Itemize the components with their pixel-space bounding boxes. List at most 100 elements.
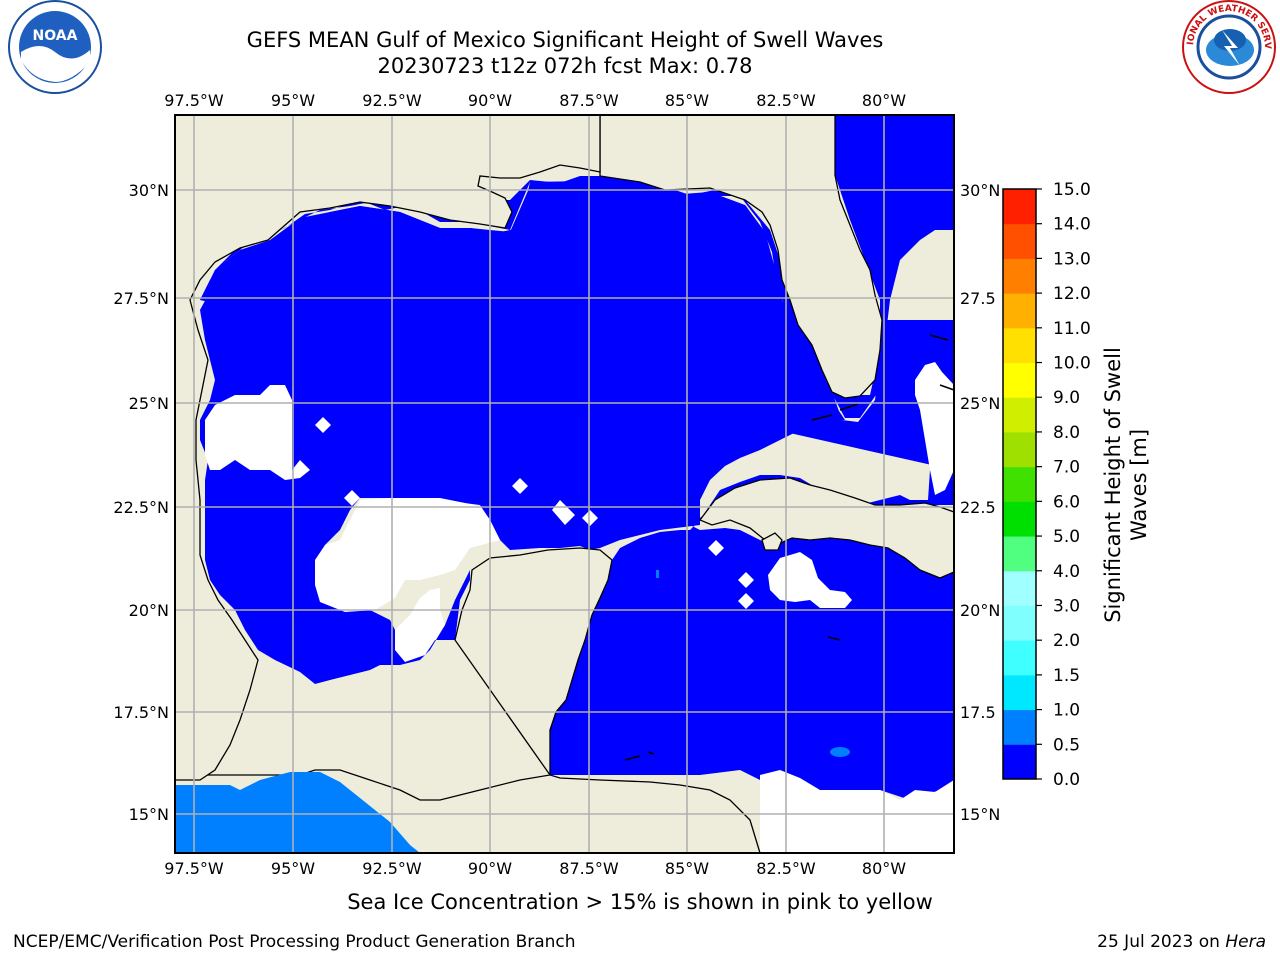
credit-text: NCEP/EMC/Verification Post Processing Pr… [13, 932, 576, 952]
no-data-diamond-5 [582, 510, 598, 526]
date-host-text: 25 Jul 2023 on Hera [1097, 932, 1266, 952]
no-data-patch-se [760, 770, 954, 853]
colorbar-tick-label: 1.5 [1053, 666, 1080, 686]
swell-spot-2 [656, 570, 659, 578]
colorbar-segment [1003, 709, 1036, 745]
colorbar-segment [1003, 605, 1036, 641]
colorbar-label-line2: Waves [m] [1127, 429, 1151, 541]
lat-label: 27.5°N [113, 289, 169, 308]
colorbar-tick-label: 2.0 [1053, 631, 1080, 651]
lon-label: 87.5°W [559, 859, 619, 878]
map-frame [174, 114, 955, 854]
lat-label: 25°N [129, 394, 169, 413]
colorbar-tick-label: 9.0 [1053, 388, 1080, 408]
colorbar-segment [1003, 674, 1036, 711]
sea-ice-caption: Sea Ice Concentration > 15% is shown in … [347, 890, 933, 914]
colorbar-ticks: 0.0 0.5 1.0 1.5 2.0 3.0 4.0 5.0 6.0 7.0 8.0 9.0 10.0… [1036, 180, 1091, 790]
noaa-logo: NOAA [8, 0, 102, 94]
lon-label: 90°W [468, 859, 512, 878]
no-data-patch-central [315, 498, 500, 612]
lat-label: 22.5°N [113, 498, 169, 517]
isla-juventud [761, 532, 783, 551]
lat-label: 17.5°N [113, 703, 169, 722]
colorbar-tick-label: 7.0 [1053, 458, 1080, 478]
lon-label: 85°W [665, 91, 709, 110]
colorbar-tick-label: 6.0 [1053, 492, 1080, 512]
lon-label: 95°W [271, 859, 315, 878]
yucatan-land [175, 547, 954, 853]
lon-label: 97.5°W [164, 859, 224, 878]
colorbar-segment [1003, 258, 1036, 294]
no-data-diamond-2 [512, 478, 528, 494]
map-area [175, 115, 954, 853]
keys-coast [811, 403, 859, 421]
pacific-swell-patch [175, 772, 420, 853]
colorbar-segment [1003, 189, 1036, 225]
gulf-western-body [200, 184, 845, 684]
colorbar-segment [1003, 536, 1036, 572]
lon-label: 87.5°W [559, 91, 619, 110]
colorbar-segment [1003, 362, 1036, 398]
colorbar-tick-label: 3.0 [1053, 596, 1080, 616]
chart-title: GEFS MEAN Gulf of Mexico Significant Hei… [246, 28, 884, 52]
colorbar-tick-label: 4.0 [1053, 562, 1080, 582]
colorbar-segment [1003, 223, 1036, 259]
chart-subtitle: 20230723 t12z 072h fcst Max: 0.78 [377, 54, 753, 78]
nws-logo: NATIONAL WEATHER SERVICE [0, 0, 1276, 94]
no-data-diamond-8 [738, 593, 754, 609]
colorbar-tick-label: 12.0 [1053, 284, 1091, 304]
colorbar-tick-label: 1.0 [1053, 701, 1080, 721]
lon-label: 82.5°W [756, 91, 816, 110]
no-data-patch-west [205, 385, 310, 480]
no-data-patch-east [915, 362, 954, 495]
colorbar-frame [1002, 188, 1037, 780]
lat-label: 25°N [960, 394, 1000, 413]
lat-label: 30°N [960, 181, 1000, 200]
lat-label: 30°N [129, 181, 169, 200]
colorbar-tick-label: 0.0 [1053, 770, 1080, 790]
bahamas-coast [929, 334, 954, 391]
colorbar-segment [1003, 744, 1036, 780]
lon-label: 82.5°W [756, 859, 816, 878]
colorbar-segment [1003, 431, 1036, 468]
jamaica-coast [827, 636, 841, 641]
lat-label: 15°N [960, 805, 1000, 824]
colorbar-segment [1003, 501, 1036, 537]
colorbar-label-group: Significant Height of Swell Waves [m] [1101, 347, 1151, 623]
noaa-logo-text: NOAA [33, 28, 78, 44]
swell-spot-1 [830, 747, 850, 757]
lat-label: 17.5 [960, 703, 996, 722]
colorbar-tick-label: 11.0 [1053, 319, 1091, 339]
colorbar-tick-label: 13.0 [1053, 249, 1091, 269]
colorbar-segment [1003, 570, 1036, 606]
colorbar-label-line1: Significant Height of Swell [1101, 347, 1125, 623]
no-data-diamond-3 [344, 490, 360, 506]
lat-labels-left: 30°N 27.5°N 25°N 22.5°N 20°N 17.5°N 15°N [113, 181, 169, 824]
lon-label: 92.5°W [362, 859, 422, 878]
colorbar-segment [1003, 466, 1036, 502]
colorbar-segment [1003, 293, 1036, 329]
no-data-diamond-7 [738, 572, 754, 588]
lat-label: 22.5 [960, 498, 996, 517]
lat-label: 20°N [129, 601, 169, 620]
no-data-patch-south [395, 588, 445, 662]
colorbar-tick-label: 10.0 [1053, 354, 1091, 374]
lon-label: 95°W [271, 91, 315, 110]
colorbar [1003, 189, 1036, 780]
lon-label: 80°W [862, 859, 906, 878]
no-data-diamond-6 [708, 540, 724, 556]
lat-labels-right: 30°N 27.5 25°N 22.5 20°N 17.5 15°N [960, 181, 1000, 824]
lon-labels-top: 97.5°W 95°W 92.5°W 90°W 87.5°W 85°W 82.5… [164, 91, 906, 110]
colorbar-tick-label: 8.0 [1053, 423, 1080, 443]
lat-label: 27.5 [960, 289, 996, 308]
lat-label: 20°N [960, 601, 1000, 620]
host-text: Hera [1225, 932, 1266, 952]
colorbar-segment [1003, 397, 1036, 433]
colorbar-tick-label: 5.0 [1053, 527, 1080, 547]
no-data-diamond-1 [315, 417, 331, 433]
colorbar-segment [1003, 327, 1036, 364]
lon-label: 80°W [862, 91, 906, 110]
no-data-patch-caribbean [768, 552, 852, 608]
lon-label: 85°W [665, 859, 709, 878]
